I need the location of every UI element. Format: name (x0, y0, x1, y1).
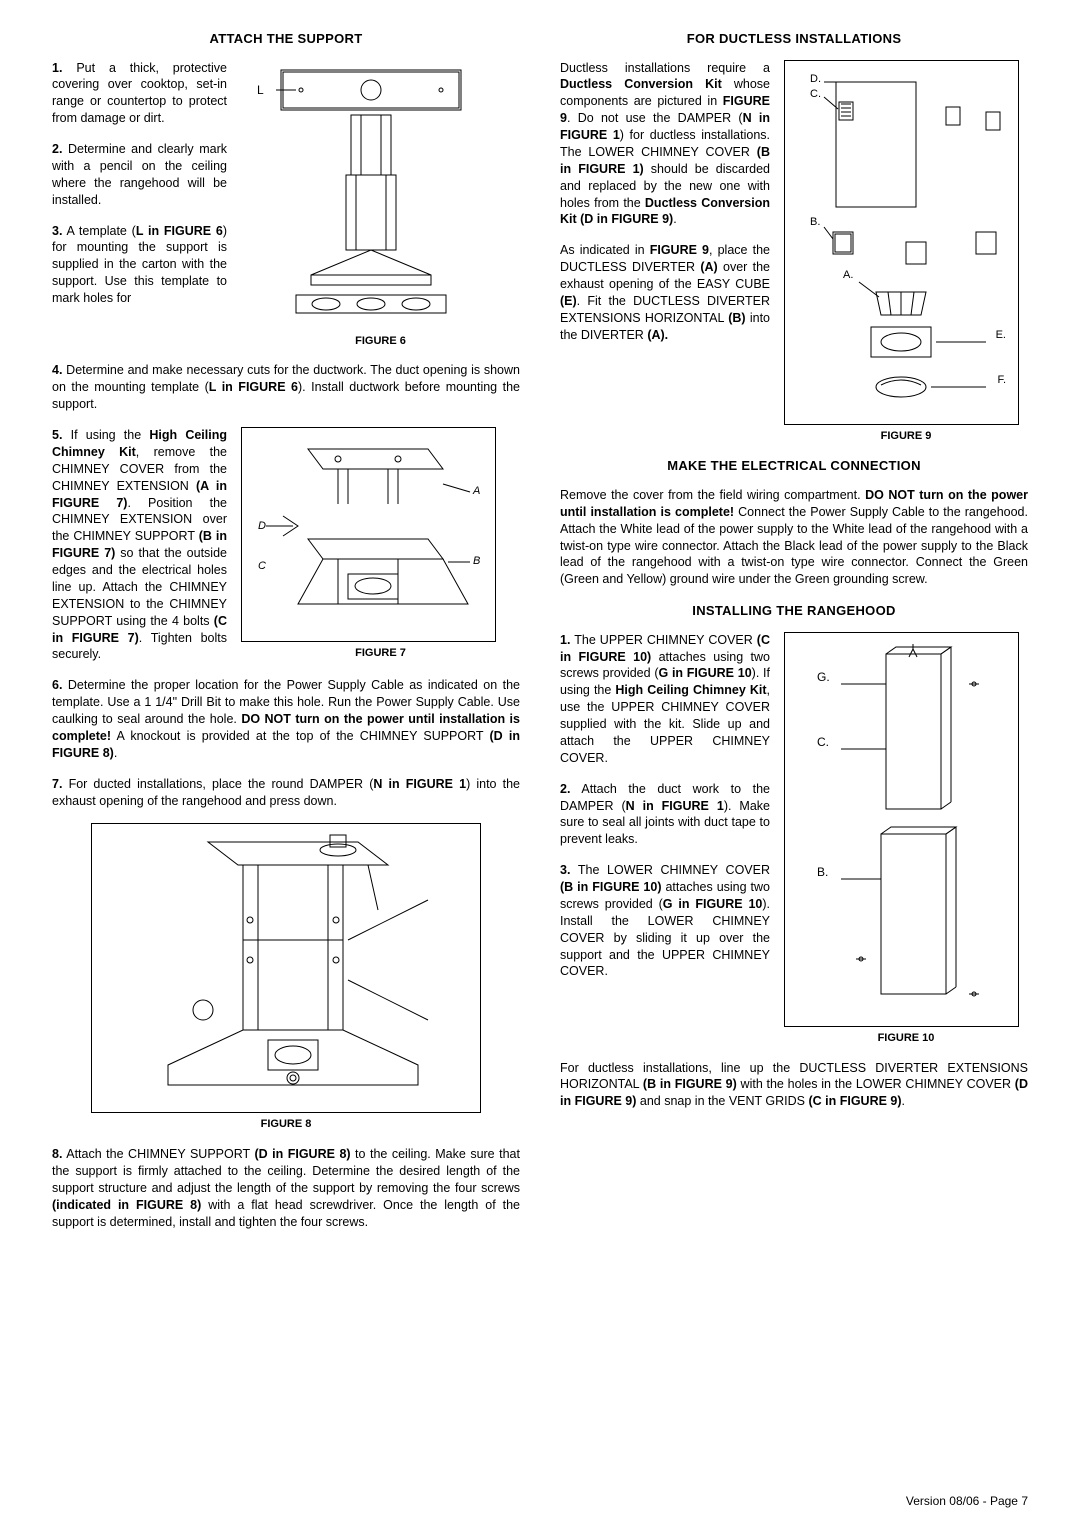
install-ductless-note: For ductless installations, line up the … (560, 1060, 1028, 1111)
figure-6: L (241, 60, 520, 330)
figure-9-caption: FIGURE 9 (784, 429, 1028, 444)
step-3: 3. A template (L in FIGURE 6) for mounti… (52, 223, 227, 307)
page-footer: Version 08/06 - Page 7 (906, 1493, 1028, 1509)
figure-6-label-L: L (257, 82, 264, 98)
attach-support-title: ATTACH THE SUPPORT (52, 30, 520, 48)
step-6: 6. Determine the proper location for the… (52, 677, 520, 761)
svg-text:B: B (473, 555, 480, 567)
svg-text:D: D (258, 520, 266, 532)
step-7: 7. For ducted installations, place the r… (52, 776, 520, 810)
ductless-p1: Ductless installations require a Ductles… (560, 60, 770, 229)
figure-9: D. C. B. A. E. F. (784, 60, 1019, 425)
install-step-3: 3. The LOWER CHIMNEY COVER (B in FIGURE … (560, 862, 770, 980)
svg-text:C: C (258, 560, 266, 572)
electrical-title: MAKE THE ELECTRICAL CONNECTION (560, 457, 1028, 475)
install-step-2: 2. Attach the duct work to the DAMPER (N… (560, 781, 770, 849)
svg-text:A: A (472, 485, 480, 497)
figure-8 (91, 823, 481, 1113)
left-column: ATTACH THE SUPPORT 1. Put a thick, prote… (52, 30, 520, 1231)
figure-7-caption: FIGURE 7 (241, 646, 520, 661)
right-column: FOR DUCTLESS INSTALLATIONS Ductless inst… (560, 30, 1028, 1231)
install-step-1: 1. The UPPER CHIMNEY COVER (C in FIGURE … (560, 632, 770, 767)
figure-8-caption: FIGURE 8 (52, 1117, 520, 1132)
step-1: 1. Put a thick, protective covering over… (52, 60, 227, 128)
figure-6-caption: FIGURE 6 (241, 334, 520, 349)
step-5: 5. If using the High Ceiling Chimney Kit… (52, 427, 227, 663)
ductless-title: FOR DUCTLESS INSTALLATIONS (560, 30, 1028, 48)
electrical-p: Remove the cover from the field wiring c… (560, 487, 1028, 588)
step-2: 2. Determine and clearly mark with a pen… (52, 141, 227, 209)
figure-10-caption: FIGURE 10 (784, 1031, 1028, 1046)
ductless-p2: As indicated in FIGURE 9, place the DUCT… (560, 242, 770, 343)
step-8: 8. Attach the CHIMNEY SUPPORT (D in FIGU… (52, 1146, 520, 1230)
figure-7: D C A B (241, 427, 496, 642)
figure-10: G. C. B. (784, 632, 1019, 1027)
installing-title: INSTALLING THE RANGEHOOD (560, 602, 1028, 620)
step-4: 4. Determine and make necessary cuts for… (52, 362, 520, 413)
